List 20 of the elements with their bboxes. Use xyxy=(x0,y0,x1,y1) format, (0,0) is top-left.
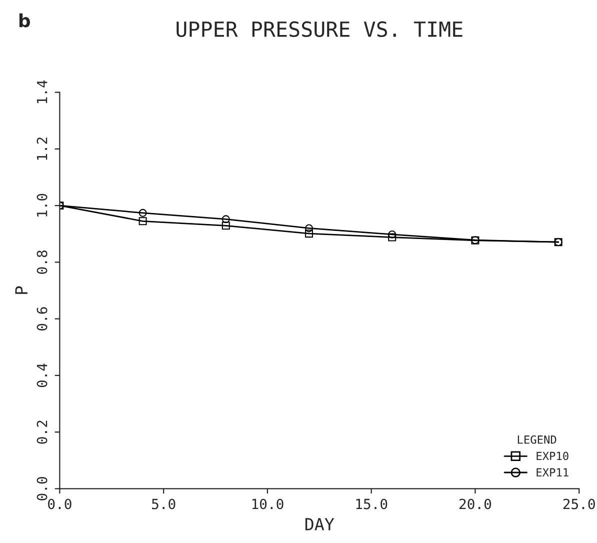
legend-title: LEGEND xyxy=(518,435,556,444)
y-tick-label: 1.4 xyxy=(36,80,48,104)
chart-title: UPPER PRESSURE VS. TIME xyxy=(176,21,462,38)
y-tick-label: 1.0 xyxy=(36,194,48,216)
text: b xyxy=(19,13,30,28)
x-tick-label: 10.0 xyxy=(252,498,284,510)
x-axis-title: DAY xyxy=(305,518,334,530)
y-tick-label: 0.2 xyxy=(36,420,48,444)
legend-label: EXP11 xyxy=(536,468,568,476)
x-tick-label: 0.0 xyxy=(48,498,72,510)
y-tick-label: 0.6 xyxy=(36,307,48,330)
y-tick-label: 1.2 xyxy=(36,138,48,160)
legend-label: EXP10 xyxy=(536,452,568,460)
x-tick-label: 25.0 xyxy=(563,498,595,510)
x-tick-label: 15.0 xyxy=(356,498,388,510)
y-tick-label: 0.4 xyxy=(36,364,48,388)
y-axis-title: P xyxy=(15,286,28,294)
x-tick-label: 20.0 xyxy=(460,498,492,510)
x-tick-label: 5.0 xyxy=(152,498,176,510)
y-tick-label: 0.8 xyxy=(36,250,48,274)
